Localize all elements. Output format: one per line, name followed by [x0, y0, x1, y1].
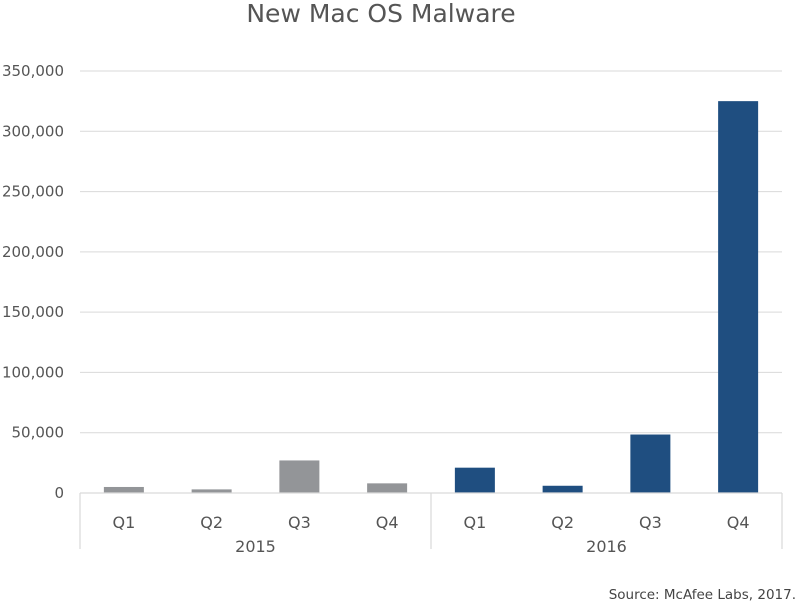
x-tick-label-2015-q1: Q1 [112, 513, 135, 532]
source-note: Source: McAfee Labs, 2017. [609, 587, 796, 603]
bar-2015-q2 [191, 489, 232, 493]
bar-2015-q1 [103, 486, 144, 493]
group-label-2015: 2015 [235, 537, 276, 556]
x-tick-label-2016-q2: Q2 [551, 513, 574, 532]
y-tick-label-250000: 250,000 [2, 183, 64, 201]
x-tick-label-2015-q2: Q2 [200, 513, 223, 532]
gridlines [80, 70, 782, 434]
x-tick-label-2015-q3: Q3 [288, 513, 311, 532]
x-tick-label-2016-q1: Q1 [463, 513, 486, 532]
y-tick-label-350000: 350,000 [2, 62, 64, 80]
bar-2016-q2 [542, 485, 583, 493]
x-axis-labels: Q1 Q2 Q3 Q4 Q1 Q2 Q3 Q4 2015 2016 [112, 513, 749, 556]
bar-2016-q3 [630, 434, 671, 493]
bars [103, 101, 759, 494]
x-tick-label-2016-q3: Q3 [639, 513, 662, 532]
chart-title: New Mac OS Malware [246, 0, 515, 28]
y-tick-label-50000: 50,000 [12, 424, 65, 442]
bar-2016-q1 [454, 467, 495, 493]
x-axis [79, 492, 783, 549]
bar-2015-q4 [367, 483, 408, 493]
bar-2016-q4 [718, 101, 759, 494]
y-tick-label-200000: 200,000 [2, 243, 64, 261]
y-tick-label-100000: 100,000 [2, 363, 64, 381]
x-tick-label-2016-q4: Q4 [727, 513, 750, 532]
bar-2015-q3 [279, 460, 320, 493]
y-axis-ticks: 0 50,000 100,000 150,000 200,000 250,000 300,0… [2, 62, 64, 502]
y-tick-label-0: 0 [54, 484, 64, 502]
y-tick-label-300000: 300,000 [2, 122, 64, 140]
x-tick-label-2015-q4: Q4 [376, 513, 399, 532]
y-tick-label-150000: 150,000 [2, 303, 64, 321]
group-label-2016: 2016 [586, 537, 627, 556]
